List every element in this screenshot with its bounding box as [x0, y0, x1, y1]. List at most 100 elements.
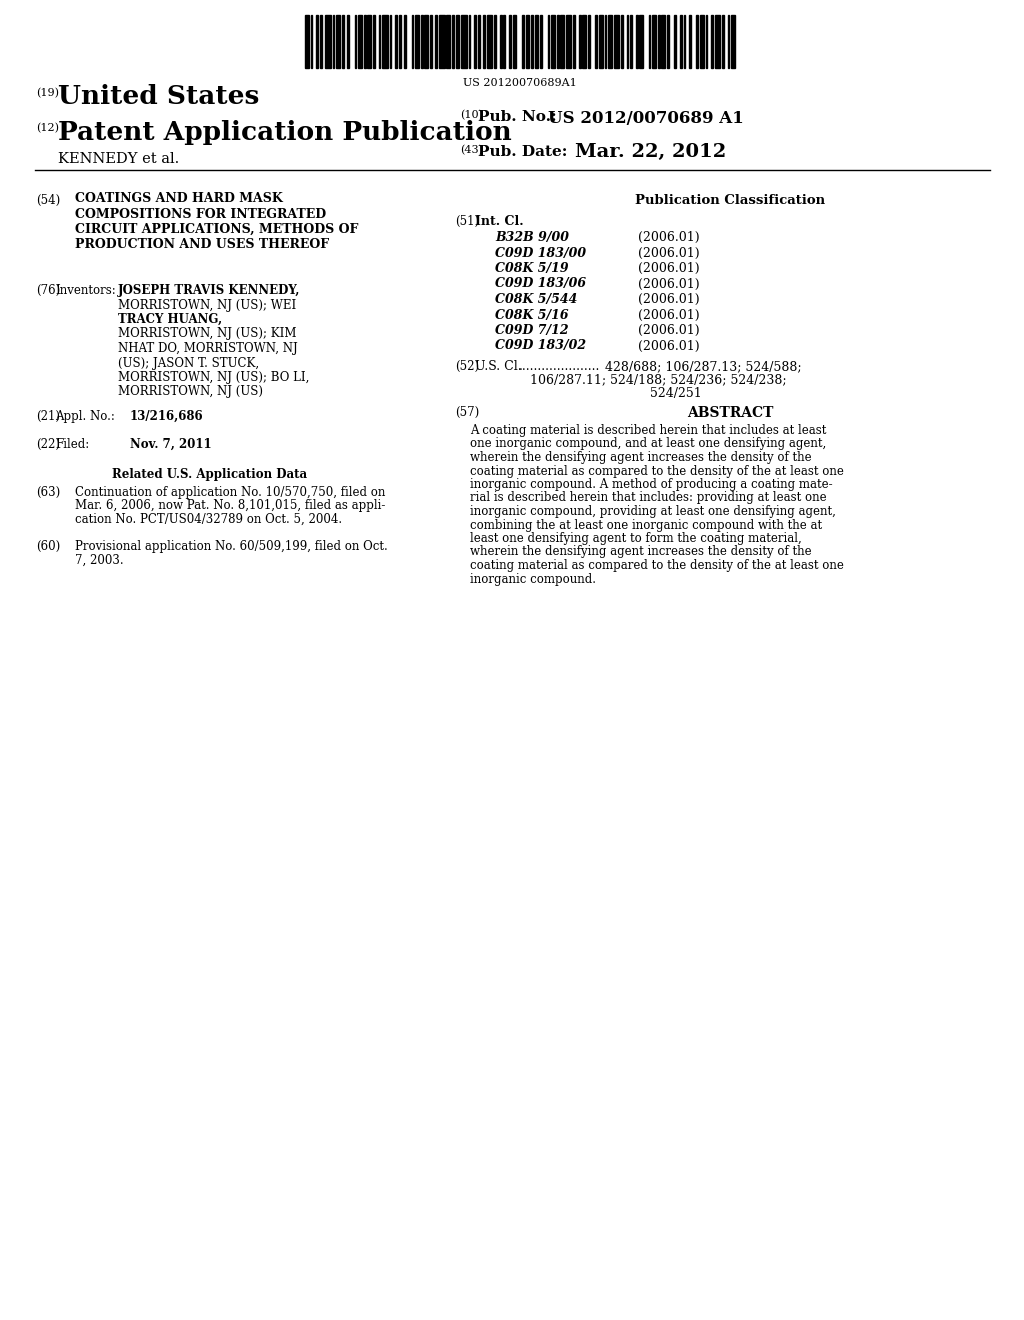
Text: .....................: ..................... — [519, 360, 600, 374]
Bar — [336, 15, 340, 69]
Bar — [379, 15, 380, 69]
Text: U.S. Cl.: U.S. Cl. — [475, 360, 521, 374]
Bar — [525, 15, 529, 69]
Text: (2006.01): (2006.01) — [638, 323, 699, 337]
Text: wherein the densifying agent increases the density of the: wherein the densifying agent increases t… — [470, 545, 812, 558]
Bar — [421, 15, 423, 69]
Text: Int. Cl.: Int. Cl. — [475, 215, 523, 228]
Text: MORRISTOWN, NJ (US): MORRISTOWN, NJ (US) — [118, 385, 263, 399]
Text: C08K 5/19: C08K 5/19 — [495, 261, 568, 275]
Bar — [446, 15, 451, 69]
Bar — [662, 15, 666, 69]
Bar — [680, 15, 682, 69]
Bar — [583, 15, 586, 69]
Text: (2006.01): (2006.01) — [638, 277, 699, 290]
Bar — [319, 15, 322, 69]
Bar — [622, 15, 623, 69]
Bar — [373, 15, 375, 69]
Bar — [389, 15, 391, 69]
Bar — [652, 15, 656, 69]
Bar — [684, 15, 685, 69]
Bar — [613, 15, 620, 69]
Bar — [382, 15, 388, 69]
Bar — [435, 15, 437, 69]
Bar — [696, 15, 698, 69]
Text: rial is described herein that includes: providing at least one: rial is described herein that includes: … — [470, 491, 826, 504]
Bar — [487, 15, 493, 69]
Bar — [566, 15, 571, 69]
Text: 106/287.11; 524/188; 524/236; 524/238;: 106/287.11; 524/188; 524/236; 524/238; — [530, 374, 786, 387]
Text: cation No. PCT/US04/32789 on Oct. 5, 2004.: cation No. PCT/US04/32789 on Oct. 5, 200… — [75, 513, 342, 525]
Text: C09D 183/00: C09D 183/00 — [495, 247, 586, 260]
Text: least one densifying agent to form the coating material,: least one densifying agent to form the c… — [470, 532, 802, 545]
Bar — [627, 15, 629, 69]
Text: 7, 2003.: 7, 2003. — [75, 553, 124, 566]
Bar — [630, 15, 632, 69]
Text: C09D 183/02: C09D 183/02 — [495, 339, 586, 352]
Text: Publication Classification: Publication Classification — [635, 194, 825, 207]
Text: inorganic compound.: inorganic compound. — [470, 573, 596, 586]
Bar — [305, 15, 308, 69]
Text: Nov. 7, 2011: Nov. 7, 2011 — [130, 438, 212, 451]
Bar — [573, 15, 575, 69]
Text: 428/688; 106/287.13; 524/588;: 428/688; 106/287.13; 524/588; — [605, 360, 802, 374]
Text: (51): (51) — [455, 215, 479, 228]
Text: coating material as compared to the density of the at least one: coating material as compared to the dens… — [470, 558, 844, 572]
Text: combining the at least one inorganic compound with the at: combining the at least one inorganic com… — [470, 519, 822, 532]
Bar — [430, 15, 432, 69]
Text: Appl. No.:: Appl. No.: — [55, 411, 115, 422]
Bar — [595, 15, 597, 69]
Bar — [358, 15, 361, 69]
Text: COMPOSITIONS FOR INTEGRATED: COMPOSITIONS FOR INTEGRATED — [75, 207, 326, 220]
Bar — [700, 15, 703, 69]
Text: TRACY HUANG,: TRACY HUANG, — [118, 313, 222, 326]
Text: (63): (63) — [36, 486, 60, 499]
Text: Filed:: Filed: — [55, 438, 89, 451]
Text: C08K 5/544: C08K 5/544 — [495, 293, 578, 306]
Text: one inorganic compound, and at least one densifying agent,: one inorganic compound, and at least one… — [470, 437, 826, 450]
Text: Inventors:: Inventors: — [55, 284, 116, 297]
Text: 13/216,686: 13/216,686 — [130, 411, 204, 422]
Bar — [557, 15, 558, 69]
Bar — [588, 15, 590, 69]
Text: A coating material is described herein that includes at least: A coating material is described herein t… — [470, 424, 826, 437]
Text: PRODUCTION AND USES THEREOF: PRODUCTION AND USES THEREOF — [75, 239, 329, 252]
Text: Continuation of application No. 10/570,750, filed on: Continuation of application No. 10/570,7… — [75, 486, 385, 499]
Text: inorganic compound, providing at least one densifying agent,: inorganic compound, providing at least o… — [470, 506, 836, 517]
Text: United States: United States — [58, 84, 259, 110]
Bar — [342, 15, 344, 69]
Bar — [728, 15, 729, 69]
Text: C09D 183/06: C09D 183/06 — [495, 277, 586, 290]
Text: (43): (43) — [460, 145, 483, 156]
Bar — [509, 15, 511, 69]
Bar — [667, 15, 669, 69]
Bar — [354, 15, 356, 69]
Bar — [412, 15, 414, 69]
Text: JOSEPH TRAVIS KENNEDY,: JOSEPH TRAVIS KENNEDY, — [118, 284, 300, 297]
Text: (57): (57) — [455, 407, 479, 418]
Bar — [535, 15, 539, 69]
Text: (2006.01): (2006.01) — [638, 231, 699, 244]
Text: Provisional application No. 60/509,199, filed on Oct.: Provisional application No. 60/509,199, … — [75, 540, 388, 553]
Bar — [648, 15, 650, 69]
Bar — [636, 15, 638, 69]
Bar — [310, 15, 312, 69]
Text: NHAT DO, MORRISTOWN, NJ: NHAT DO, MORRISTOWN, NJ — [118, 342, 298, 355]
Text: (12): (12) — [36, 123, 59, 133]
Bar — [731, 15, 735, 69]
Text: (76): (76) — [36, 284, 60, 297]
Bar — [368, 15, 371, 69]
Text: Pub. Date:: Pub. Date: — [478, 145, 567, 158]
Bar — [551, 15, 555, 69]
Text: (60): (60) — [36, 540, 60, 553]
Bar — [483, 15, 485, 69]
Text: US 2012/0070689 A1: US 2012/0070689 A1 — [548, 110, 743, 127]
Bar — [416, 15, 419, 69]
Bar — [452, 15, 454, 69]
Bar — [333, 15, 335, 69]
Text: C08K 5/16: C08K 5/16 — [495, 309, 568, 322]
Text: (22): (22) — [36, 438, 60, 451]
Text: coating material as compared to the density of the at least one: coating material as compared to the dens… — [470, 465, 844, 478]
Bar — [398, 15, 400, 69]
Text: (52): (52) — [455, 360, 479, 374]
